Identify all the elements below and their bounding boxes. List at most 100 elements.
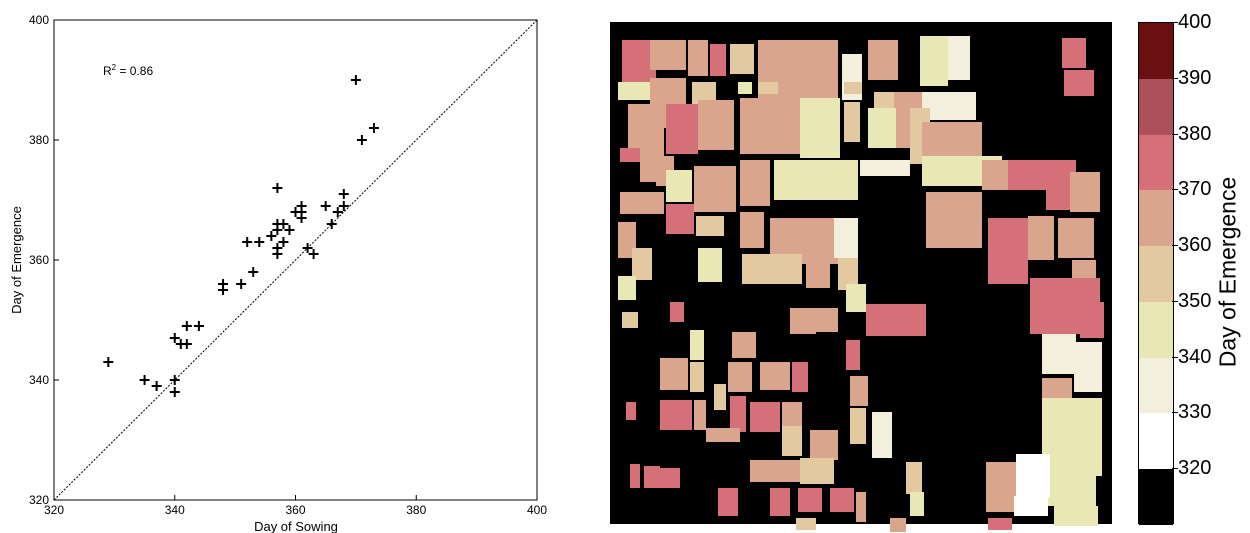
field-parcel <box>696 216 724 236</box>
colorbar-tick-mark <box>1172 189 1178 191</box>
field-parcel <box>666 170 692 202</box>
colorbar-segment <box>1139 190 1173 247</box>
field-parcel <box>872 412 892 458</box>
colorbar-tick-label: 380 <box>1178 122 1212 145</box>
data-point <box>266 231 277 241</box>
data-point <box>236 279 247 289</box>
field-parcel <box>706 428 740 442</box>
data-point <box>151 381 162 391</box>
data-point <box>181 339 192 349</box>
data-point <box>278 237 289 247</box>
field-parcel <box>740 212 764 248</box>
field-parcel <box>732 332 756 358</box>
field-parcel <box>690 330 704 360</box>
field-parcel <box>986 462 1016 512</box>
colorbar-tick-label: 360 <box>1178 234 1212 257</box>
r-squared-annotation: R2 = 0.86 <box>103 63 153 78</box>
colorbar-tick-mark <box>1172 412 1178 414</box>
field-parcel <box>926 192 982 248</box>
data-point <box>326 219 337 229</box>
field-parcel <box>838 258 858 290</box>
colorbar-tick-label: 370 <box>1178 178 1212 201</box>
field-parcel <box>782 426 802 456</box>
field-parcel <box>1042 334 1076 374</box>
field-parcel <box>796 518 816 530</box>
y-tick-label: 380 <box>29 133 49 147</box>
colorbar-tick-label: 330 <box>1178 401 1212 424</box>
data-point <box>284 225 295 235</box>
data-point <box>338 189 349 199</box>
field-parcel <box>626 402 636 420</box>
field-parcel <box>1054 506 1098 526</box>
colorbar-tick-mark <box>1172 133 1178 135</box>
field-parcel <box>630 464 640 488</box>
data-point <box>272 225 283 235</box>
y-tick-label: 400 <box>29 13 49 27</box>
field-parcel <box>1080 302 1104 338</box>
colorbar-segment <box>1139 301 1173 358</box>
data-point <box>350 75 361 85</box>
y-tick-label: 340 <box>29 373 49 387</box>
data-point <box>218 285 229 295</box>
colorbar-tick-mark <box>1172 468 1178 470</box>
field-parcel <box>920 36 948 86</box>
field-parcel <box>988 518 1012 530</box>
data-point <box>278 219 289 229</box>
colorbar-segment <box>1139 357 1173 414</box>
field-parcel <box>1074 342 1102 392</box>
field-parcel <box>698 100 734 150</box>
field-parcel <box>948 36 970 80</box>
field-parcel <box>1064 70 1094 96</box>
data-point <box>296 201 307 211</box>
field-parcel <box>740 98 800 154</box>
colorbar-tick-label: 350 <box>1178 289 1212 312</box>
data-point <box>169 375 180 385</box>
data-point <box>368 123 379 133</box>
field-parcel <box>846 340 860 370</box>
field-parcel <box>866 304 926 336</box>
colorbar-tick-mark <box>1172 245 1178 247</box>
field-parcel <box>632 248 652 280</box>
field-parcel <box>718 488 738 516</box>
colorbar-tick-mark <box>1172 356 1178 358</box>
colorbar-segment <box>1139 134 1173 191</box>
field-parcel <box>750 402 780 432</box>
field-parcel <box>850 408 866 444</box>
y-tick-label: 360 <box>29 253 49 267</box>
data-point <box>193 321 204 331</box>
field-parcel <box>650 40 686 70</box>
colorbar-segment <box>1139 23 1173 79</box>
field-parcel <box>730 44 754 74</box>
field-parcel <box>750 460 800 482</box>
data-point <box>254 237 265 247</box>
data-point <box>308 249 319 259</box>
data-point <box>103 357 114 367</box>
colorbar-segment <box>1139 413 1173 470</box>
x-tick-label: 340 <box>165 503 185 517</box>
field-parcel <box>660 468 680 488</box>
data-point <box>338 201 349 211</box>
field-parcel <box>844 102 860 142</box>
data-point <box>302 243 313 253</box>
x-tick-label: 320 <box>44 503 64 517</box>
field-parcel <box>618 82 652 100</box>
field-parcel <box>670 302 684 322</box>
field-parcel <box>988 218 1028 284</box>
field-parcel <box>666 204 694 234</box>
field-parcel <box>868 108 896 148</box>
field-parcel <box>922 122 982 158</box>
colorbar-label: Day of Emergence <box>1214 176 1241 368</box>
field-parcel <box>1008 160 1046 190</box>
field-parcel <box>688 40 708 76</box>
field-parcel <box>890 518 906 532</box>
data-point <box>356 135 367 145</box>
field-parcel <box>800 98 840 158</box>
field-parcel <box>906 462 922 494</box>
field-parcel <box>1062 38 1086 68</box>
field-parcel <box>792 362 808 392</box>
colorbar <box>1138 22 1174 525</box>
field-parcel <box>774 160 858 200</box>
field-parcel <box>690 362 704 392</box>
x-tick-label: 360 <box>285 503 305 517</box>
colorbar-segment <box>1139 246 1173 302</box>
